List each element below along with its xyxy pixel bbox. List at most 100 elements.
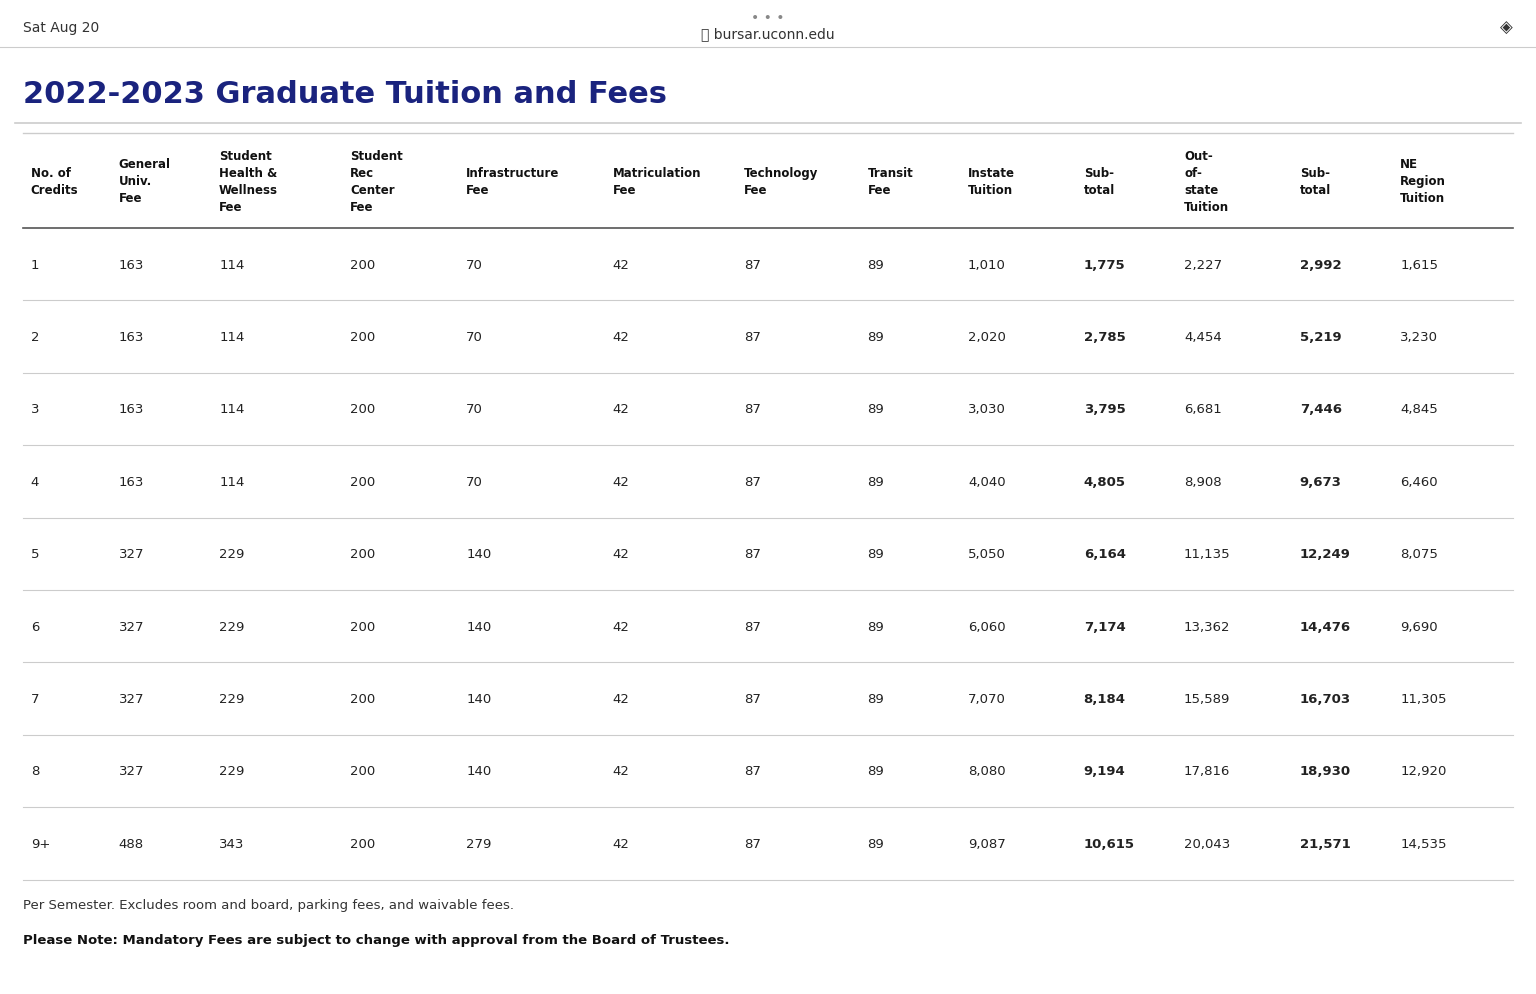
Text: 87: 87 bbox=[743, 764, 760, 777]
Text: 14,535: 14,535 bbox=[1401, 837, 1447, 850]
Text: 4: 4 bbox=[31, 475, 38, 488]
Text: 163: 163 bbox=[118, 331, 144, 344]
Text: 42: 42 bbox=[613, 764, 630, 777]
Text: 2,020: 2,020 bbox=[968, 331, 1006, 344]
Text: 5: 5 bbox=[31, 548, 40, 561]
Text: 1,615: 1,615 bbox=[1401, 258, 1438, 271]
Text: 3,030: 3,030 bbox=[968, 403, 1006, 415]
Text: 89: 89 bbox=[868, 403, 885, 415]
Text: 42: 42 bbox=[613, 620, 630, 633]
Text: 89: 89 bbox=[868, 764, 885, 777]
Text: 87: 87 bbox=[743, 403, 760, 415]
Text: Please Note: Mandatory Fees are subject to change with approval from the Board o: Please Note: Mandatory Fees are subject … bbox=[23, 932, 730, 946]
Text: 9,087: 9,087 bbox=[968, 837, 1006, 850]
Text: 42: 42 bbox=[613, 693, 630, 706]
Text: 42: 42 bbox=[613, 331, 630, 344]
Text: General
Univ.
Fee: General Univ. Fee bbox=[118, 158, 170, 205]
Text: 3: 3 bbox=[31, 403, 40, 415]
Text: 1,775: 1,775 bbox=[1084, 258, 1126, 271]
Text: 14,476: 14,476 bbox=[1299, 620, 1352, 633]
Text: 70: 70 bbox=[465, 258, 482, 271]
Text: 9,194: 9,194 bbox=[1084, 764, 1126, 777]
Text: 8,080: 8,080 bbox=[968, 764, 1006, 777]
Text: 200: 200 bbox=[350, 837, 376, 850]
Text: 200: 200 bbox=[350, 258, 376, 271]
Text: 114: 114 bbox=[220, 331, 244, 344]
Text: 4,805: 4,805 bbox=[1084, 475, 1126, 488]
Text: 7,174: 7,174 bbox=[1084, 620, 1126, 633]
Text: 140: 140 bbox=[465, 620, 492, 633]
Text: NE
Region
Tuition: NE Region Tuition bbox=[1401, 158, 1445, 205]
Text: 200: 200 bbox=[350, 548, 376, 561]
Text: 1,010: 1,010 bbox=[968, 258, 1006, 271]
Text: 12,920: 12,920 bbox=[1401, 764, 1447, 777]
Text: 89: 89 bbox=[868, 258, 885, 271]
Text: 114: 114 bbox=[220, 403, 244, 415]
Text: 163: 163 bbox=[118, 258, 144, 271]
Text: 6: 6 bbox=[31, 620, 38, 633]
Text: 7,070: 7,070 bbox=[968, 693, 1006, 706]
Text: 15,589: 15,589 bbox=[1184, 693, 1230, 706]
Text: 11,305: 11,305 bbox=[1401, 693, 1447, 706]
Text: 8,075: 8,075 bbox=[1401, 548, 1438, 561]
Text: 229: 229 bbox=[220, 620, 244, 633]
Text: 200: 200 bbox=[350, 620, 376, 633]
Text: 114: 114 bbox=[220, 475, 244, 488]
Text: 327: 327 bbox=[118, 620, 144, 633]
Text: 42: 42 bbox=[613, 548, 630, 561]
Text: 9,690: 9,690 bbox=[1401, 620, 1438, 633]
Text: 87: 87 bbox=[743, 693, 760, 706]
Text: ◈: ◈ bbox=[1501, 19, 1513, 37]
Text: 200: 200 bbox=[350, 764, 376, 777]
Text: 1: 1 bbox=[31, 258, 40, 271]
Text: 6,460: 6,460 bbox=[1401, 475, 1438, 488]
Text: 89: 89 bbox=[868, 620, 885, 633]
Text: 114: 114 bbox=[220, 258, 244, 271]
Text: 21,571: 21,571 bbox=[1299, 837, 1350, 850]
Text: 87: 87 bbox=[743, 620, 760, 633]
Text: • • •: • • • bbox=[751, 11, 785, 25]
Text: 70: 70 bbox=[465, 403, 482, 415]
Text: 🔒 bursar.uconn.edu: 🔒 bursar.uconn.edu bbox=[702, 27, 834, 41]
Text: 6,060: 6,060 bbox=[968, 620, 1006, 633]
Text: 87: 87 bbox=[743, 331, 760, 344]
Text: Student
Health &
Wellness
Fee: Student Health & Wellness Fee bbox=[220, 149, 278, 214]
Text: 42: 42 bbox=[613, 403, 630, 415]
Text: Out-
of-
state
Tuition: Out- of- state Tuition bbox=[1184, 149, 1229, 214]
Text: 229: 229 bbox=[220, 693, 244, 706]
Text: 2,227: 2,227 bbox=[1184, 258, 1223, 271]
Text: 42: 42 bbox=[613, 258, 630, 271]
Text: 200: 200 bbox=[350, 403, 376, 415]
Text: Sub-
total: Sub- total bbox=[1084, 166, 1115, 197]
Text: 140: 140 bbox=[465, 548, 492, 561]
Text: 200: 200 bbox=[350, 693, 376, 706]
Text: 4,454: 4,454 bbox=[1184, 331, 1221, 344]
Text: 42: 42 bbox=[613, 475, 630, 488]
Text: 42: 42 bbox=[613, 837, 630, 850]
Text: 2,992: 2,992 bbox=[1299, 258, 1341, 271]
Text: 87: 87 bbox=[743, 548, 760, 561]
Text: 3,230: 3,230 bbox=[1401, 331, 1438, 344]
Text: 327: 327 bbox=[118, 764, 144, 777]
Text: Sat Aug 20: Sat Aug 20 bbox=[23, 21, 100, 35]
Text: Student
Rec
Center
Fee: Student Rec Center Fee bbox=[350, 149, 402, 214]
Text: Instate
Tuition: Instate Tuition bbox=[968, 166, 1015, 197]
Text: 6,164: 6,164 bbox=[1084, 548, 1126, 561]
Text: 9+: 9+ bbox=[31, 837, 51, 850]
Text: 4,040: 4,040 bbox=[968, 475, 1006, 488]
Text: 200: 200 bbox=[350, 331, 376, 344]
Text: 12,249: 12,249 bbox=[1299, 548, 1350, 561]
Text: Transit
Fee: Transit Fee bbox=[868, 166, 914, 197]
Text: Infrastructure
Fee: Infrastructure Fee bbox=[465, 166, 559, 197]
Text: 89: 89 bbox=[868, 331, 885, 344]
Text: 7: 7 bbox=[31, 693, 40, 706]
Text: 279: 279 bbox=[465, 837, 492, 850]
Text: 229: 229 bbox=[220, 548, 244, 561]
Text: 327: 327 bbox=[118, 693, 144, 706]
Text: 9,673: 9,673 bbox=[1299, 475, 1342, 488]
Text: 17,816: 17,816 bbox=[1184, 764, 1230, 777]
Text: 3,795: 3,795 bbox=[1084, 403, 1126, 415]
Text: 16,703: 16,703 bbox=[1299, 693, 1352, 706]
Text: Technology
Fee: Technology Fee bbox=[743, 166, 819, 197]
Text: 70: 70 bbox=[465, 331, 482, 344]
